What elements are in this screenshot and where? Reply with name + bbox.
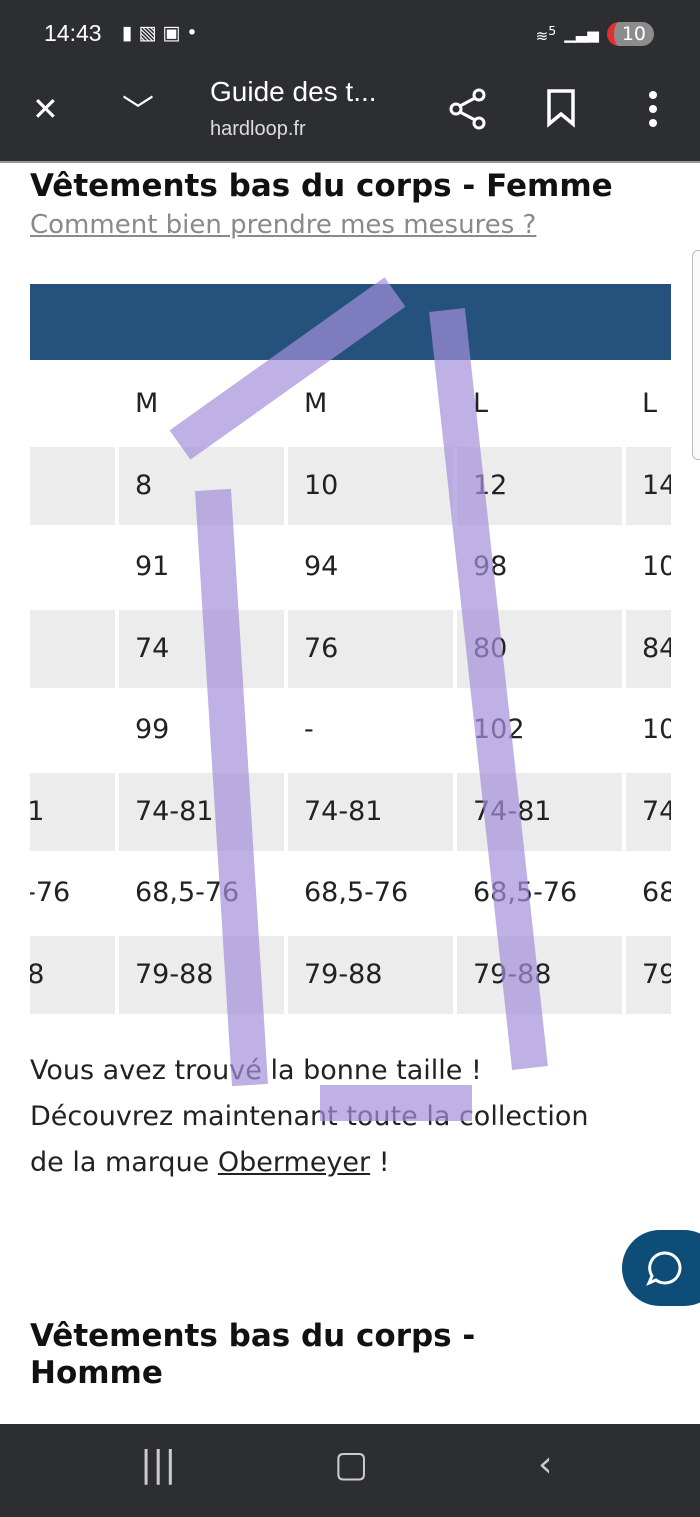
table-cell: L: [473, 388, 489, 419]
table-cell: [30, 446, 115, 525]
chat-button[interactable]: [622, 1230, 700, 1306]
message-line: Vous avez trouvé la bonne taille !: [30, 1055, 482, 1086]
brand-link[interactable]: Obermeyer: [217, 1147, 371, 1178]
table-cell: 79-88: [30, 935, 115, 1014]
notification-icons: ▮▧▣•: [122, 22, 204, 44]
title-line: Homme: [30, 1355, 163, 1391]
table-row: 99 - 102 10: [30, 691, 671, 769]
home-icon[interactable]: ▢: [334, 1444, 369, 1485]
table-cell: 79-88: [119, 935, 284, 1014]
table-cell: 74-81: [30, 772, 115, 851]
table-cell: 68,5-76: [473, 877, 578, 908]
message-line: !: [370, 1147, 390, 1178]
status-bar: 14:43 ▮▧▣• ≋5 ▁▃▅ 10: [0, 0, 700, 68]
size-table: MMLL8101214919498107476808499-1021074-81…: [30, 365, 671, 1015]
table-row: 8 10 12 14: [30, 446, 671, 525]
table-cell: 10: [642, 551, 671, 582]
table-cell: 74: [626, 772, 671, 851]
table-cell: 68,5-76: [30, 877, 71, 908]
table-cell: 76: [288, 609, 453, 688]
table-cell: 68,5-76: [135, 877, 240, 908]
share-icon[interactable]: [448, 88, 488, 130]
table-cell: 68: [642, 877, 671, 908]
message-line: de la marque: [30, 1147, 218, 1178]
table-cell: 8: [119, 446, 284, 525]
more-options-icon[interactable]: [646, 90, 660, 130]
table-cell: 74: [119, 609, 284, 688]
table-cell: 10: [642, 714, 671, 745]
close-icon[interactable]: ✕: [32, 90, 59, 128]
page-url[interactable]: hardloop.fr: [210, 118, 306, 140]
table-cell: M: [304, 388, 328, 419]
table-cell: 68,5-76: [304, 877, 409, 908]
table-row: 91 94 98 10: [30, 528, 671, 606]
table-cell: M: [135, 388, 159, 419]
table-cell: 74-81: [288, 772, 453, 851]
table-row: 74 76 80 84: [30, 609, 671, 688]
section-title-homme: Vêtements bas du corps - Homme: [30, 1318, 475, 1392]
table-cell: 84: [626, 609, 671, 688]
recent-apps-icon[interactable]: |||: [140, 1444, 177, 1485]
table-cell: [30, 528, 115, 606]
table-cell: 91: [135, 551, 170, 582]
table-cell: 79-88: [457, 935, 622, 1014]
table-cell: 12: [457, 446, 622, 525]
section-title-femme: Vêtements bas du corps - Femme: [30, 168, 613, 204]
bookmark-icon[interactable]: [546, 88, 576, 128]
table-cell: [30, 691, 115, 769]
browser-toolbar: ✕ ﹀ Guide des t... hardloop.fr: [0, 68, 700, 163]
table-cell: 14: [626, 446, 671, 525]
title-line: Vêtements bas du corps -: [30, 1318, 476, 1354]
scrollbar[interactable]: [692, 250, 700, 460]
table-header-bar: [30, 284, 671, 360]
size-found-message: Vous avez trouvé la bonne taille ! Décou…: [30, 1048, 690, 1186]
table-cell: 98: [473, 551, 508, 582]
android-nav-bar: ||| ▢ ‹: [0, 1424, 700, 1517]
message-line: Découvrez maintenant toute la collection: [30, 1101, 589, 1132]
back-icon[interactable]: ‹: [538, 1444, 553, 1485]
table-cell: L: [642, 388, 658, 419]
battery-indicator: 10: [606, 22, 654, 46]
wifi-icon: ≋5: [535, 23, 557, 45]
table-cell: 99: [135, 714, 170, 745]
system-icons: ≋5 ▁▃▅ 10: [536, 22, 654, 46]
table-cell: 94: [304, 551, 339, 582]
table-cell: 74-81: [457, 772, 622, 851]
measure-guide-link[interactable]: Comment bien prendre mes mesures ?: [30, 210, 537, 240]
clock: 14:43: [44, 20, 102, 46]
signal-icon: ▁▃▅: [564, 25, 599, 43]
table-cell: 74-81: [119, 772, 284, 851]
chat-icon: [646, 1251, 682, 1286]
table-cell: 79: [626, 935, 671, 1014]
table-cell: 10: [288, 446, 453, 525]
page-title: Guide des t...: [210, 76, 377, 107]
table-cell: [30, 609, 115, 688]
chevron-down-icon[interactable]: ﹀: [122, 92, 155, 130]
table-row: 68,5-76 68,5-76 68,5-76 68,5-76 68: [30, 854, 671, 932]
table-cell: 102: [473, 714, 525, 745]
table-cell: [30, 365, 115, 443]
table-cell: 79-88: [288, 935, 453, 1014]
table-cell: 80: [457, 609, 622, 688]
table-cell: -: [304, 714, 314, 745]
